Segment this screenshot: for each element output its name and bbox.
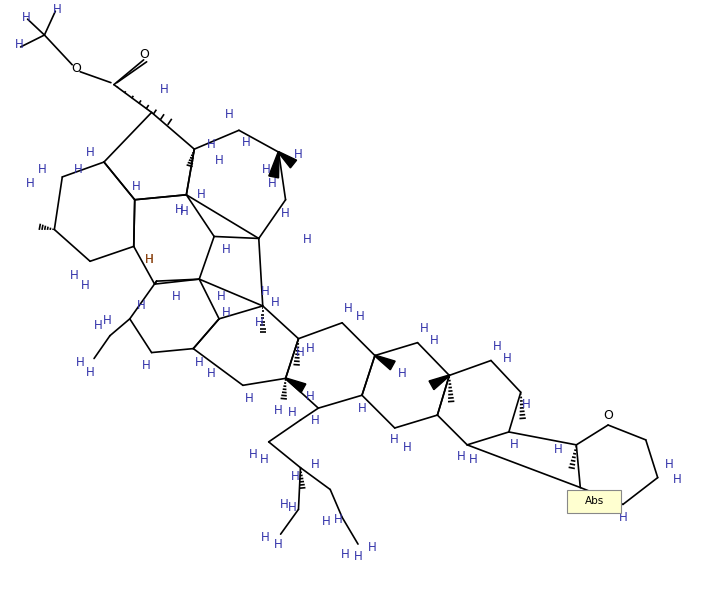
Text: H: H [356, 310, 365, 323]
Text: H: H [554, 443, 563, 457]
Text: H: H [255, 316, 263, 330]
Text: H: H [354, 550, 362, 564]
Text: O: O [603, 409, 613, 421]
Text: H: H [503, 352, 511, 365]
Text: H: H [132, 181, 141, 193]
Text: H: H [195, 356, 203, 369]
Text: Abs: Abs [585, 496, 604, 506]
Text: H: H [280, 498, 289, 511]
Text: H: H [334, 513, 342, 526]
Polygon shape [278, 152, 297, 168]
Text: H: H [306, 390, 315, 402]
Text: H: H [457, 451, 466, 463]
Polygon shape [285, 378, 306, 393]
Text: H: H [294, 148, 303, 161]
Text: H: H [145, 253, 154, 266]
Text: H: H [103, 314, 111, 327]
Text: H: H [288, 501, 297, 514]
Text: H: H [216, 289, 226, 303]
Text: H: H [172, 289, 180, 303]
Text: H: H [81, 278, 89, 292]
Text: H: H [224, 108, 234, 121]
Text: H: H [175, 203, 184, 216]
Text: H: H [367, 541, 376, 553]
Text: H: H [38, 164, 47, 176]
Text: H: H [221, 306, 230, 319]
Text: H: H [244, 392, 253, 405]
Text: H: H [261, 531, 270, 544]
Text: H: H [522, 398, 531, 410]
Text: H: H [215, 154, 224, 167]
Text: H: H [303, 233, 312, 246]
Text: H: H [268, 178, 277, 190]
Text: H: H [74, 164, 83, 176]
Text: H: H [86, 146, 94, 159]
Text: H: H [288, 406, 297, 419]
Text: H: H [197, 188, 206, 201]
Text: H: H [493, 340, 501, 353]
Polygon shape [269, 152, 279, 178]
Text: H: H [341, 548, 349, 561]
Text: H: H [207, 137, 216, 151]
FancyBboxPatch shape [567, 490, 621, 513]
Text: H: H [70, 269, 78, 282]
Text: H: H [311, 458, 320, 471]
Text: H: H [53, 2, 62, 16]
Text: H: H [207, 367, 216, 380]
Text: H: H [160, 83, 169, 96]
Text: H: H [357, 402, 367, 415]
Text: O: O [139, 49, 150, 61]
Text: H: H [420, 322, 429, 335]
Text: H: H [137, 299, 146, 313]
Text: H: H [322, 515, 331, 528]
Text: H: H [142, 359, 151, 372]
Text: H: H [469, 453, 477, 466]
Text: H: H [274, 404, 283, 416]
Text: H: H [306, 342, 315, 355]
Text: H: H [665, 458, 674, 471]
Text: O: O [71, 62, 81, 75]
Text: H: H [311, 413, 320, 427]
Text: H: H [398, 367, 407, 380]
Text: H: H [86, 366, 94, 379]
Text: H: H [618, 511, 628, 524]
Polygon shape [375, 355, 395, 370]
Text: H: H [271, 297, 280, 309]
Text: H: H [22, 11, 31, 24]
Text: H: H [26, 178, 35, 190]
Text: H: H [242, 136, 250, 149]
Text: H: H [260, 453, 269, 466]
Text: H: H [510, 438, 518, 451]
Text: H: H [262, 164, 271, 176]
Text: H: H [291, 470, 300, 483]
Text: H: H [281, 207, 290, 220]
Text: H: H [430, 334, 439, 347]
Text: H: H [390, 434, 399, 446]
Text: H: H [673, 473, 682, 486]
Text: H: H [261, 285, 270, 297]
Polygon shape [429, 375, 449, 390]
Text: H: H [344, 302, 352, 316]
Text: H: H [75, 356, 85, 369]
Text: H: H [274, 537, 283, 551]
Text: H: H [93, 319, 102, 333]
Text: H: H [403, 441, 412, 454]
Text: H: H [15, 38, 24, 52]
Text: H: H [180, 205, 188, 218]
Text: H: H [145, 253, 154, 266]
Text: H: H [296, 346, 305, 359]
Text: H: H [249, 448, 257, 461]
Text: H: H [221, 243, 230, 256]
